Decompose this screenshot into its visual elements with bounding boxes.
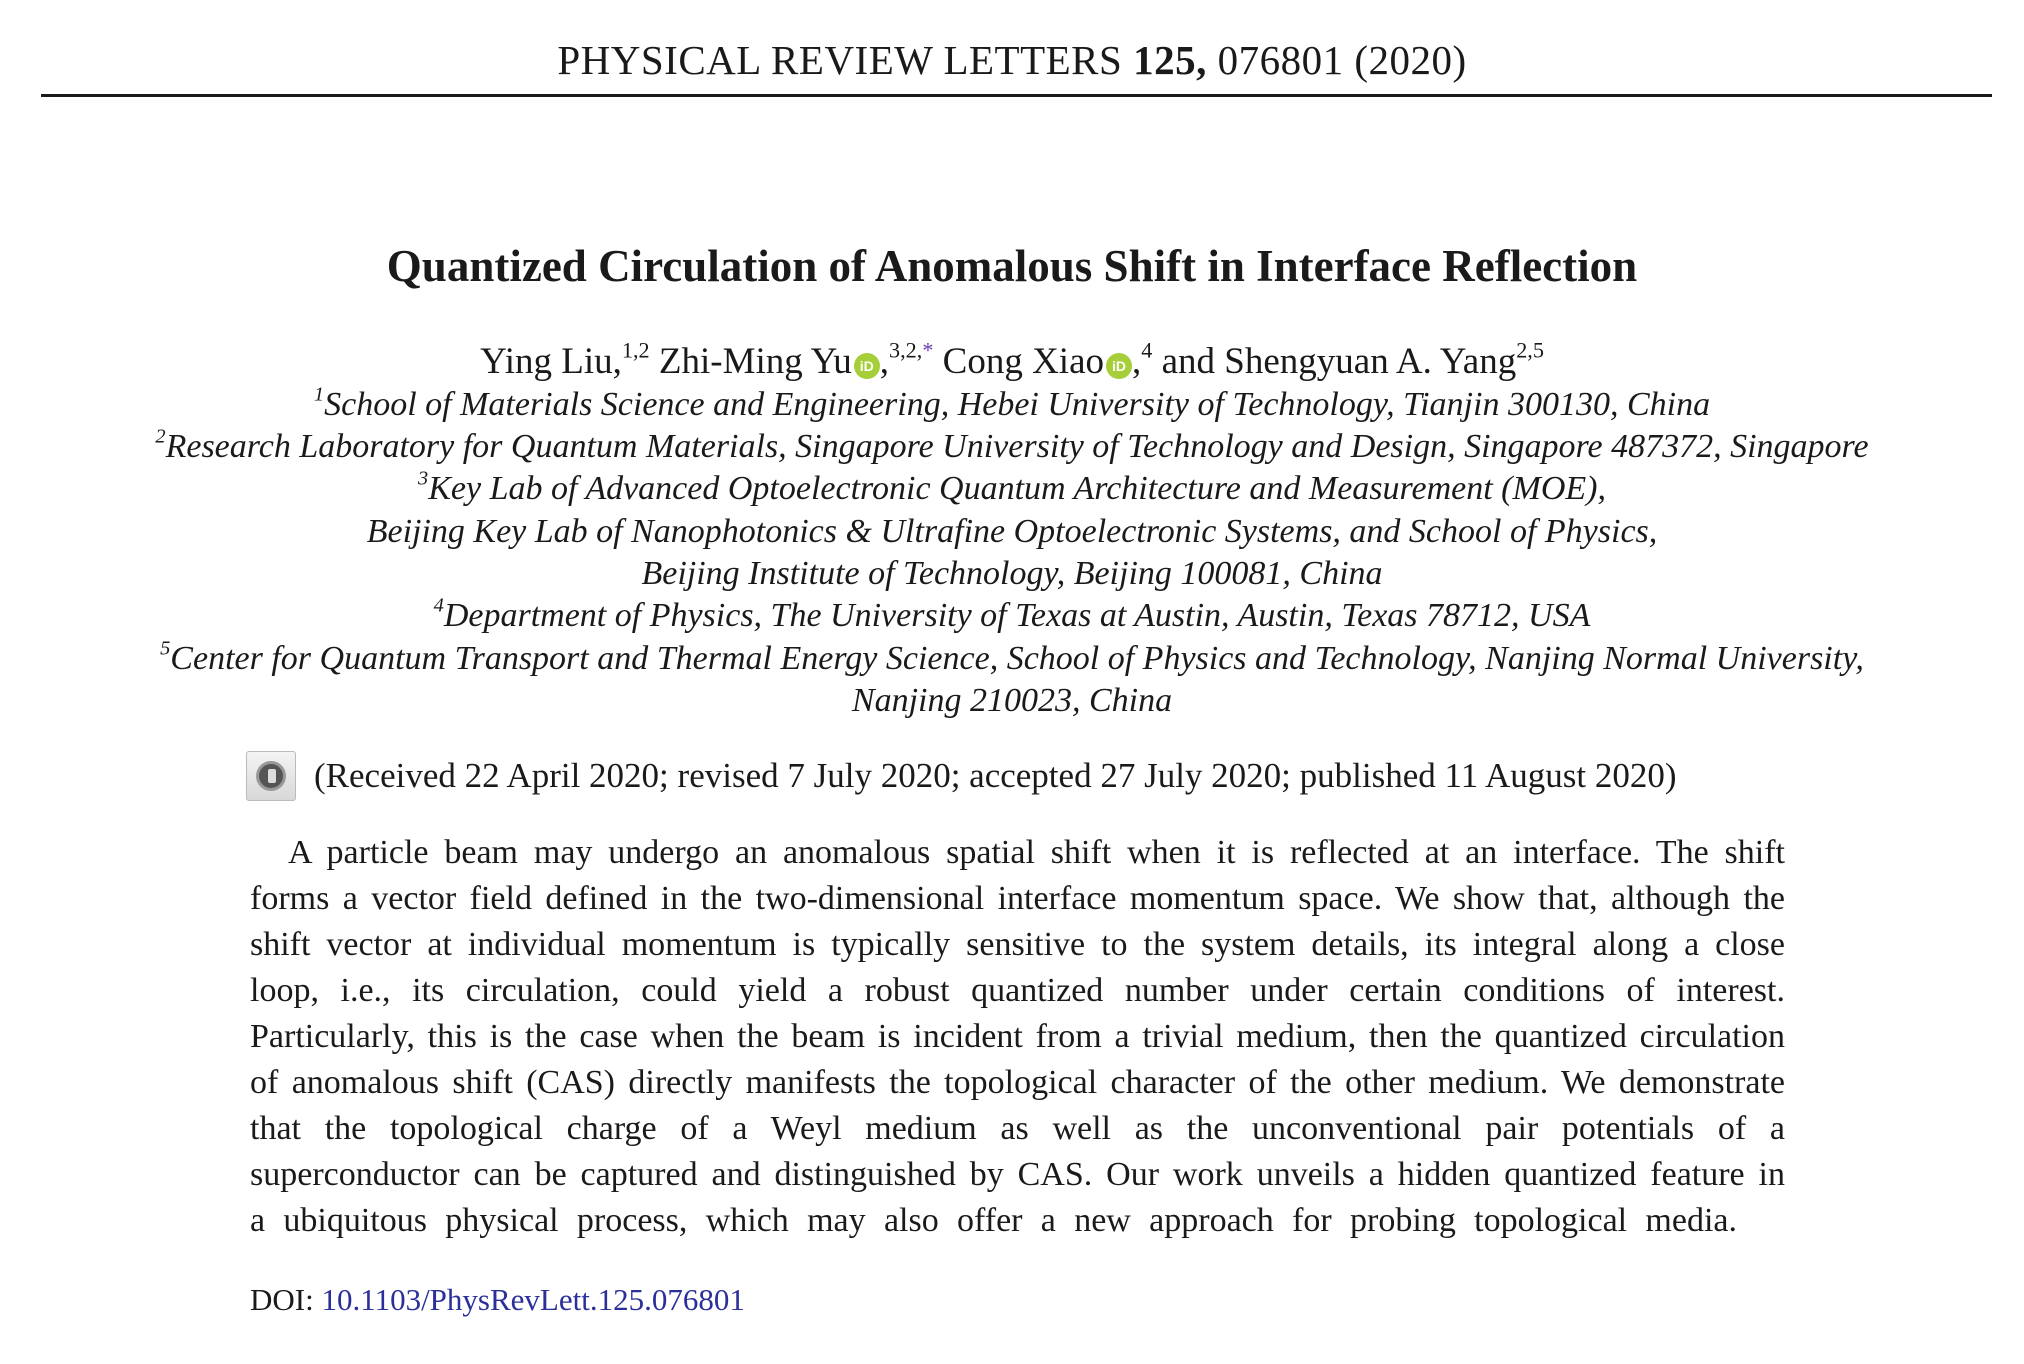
journal-name: PHYSICAL REVIEW LETTERS (557, 37, 1123, 83)
abstract-line: that the topological charge of a Weyl me… (250, 1110, 1785, 1147)
article-number: 076801 (2020) (1217, 37, 1467, 83)
journal-header: PHYSICAL REVIEW LETTERS 125, 076801 (202… (0, 36, 2024, 84)
abstract-line: A particle beam may undergo an anomalous… (288, 834, 1785, 871)
doi-row: DOI: 10.1103/PhysRevLett.125.076801 (250, 1282, 745, 1318)
doi-link[interactable]: 10.1103/PhysRevLett.125.076801 (321, 1282, 745, 1317)
abstract-line: superconductor can be captured and disti… (250, 1156, 1785, 1193)
orcid-icon[interactable]: iD (853, 353, 880, 379)
affiliation-text: Key Lab of Advanced Optoelectronic Quant… (428, 470, 1606, 507)
abstract-line: a ubiquitous physical process, which may… (250, 1202, 1737, 1239)
crossmark-icon[interactable] (246, 751, 296, 801)
publication-history: (Received 22 April 2020; revised 7 July … (246, 750, 1677, 802)
received-dates: (Received 22 April 2020; revised 7 July … (314, 756, 1677, 795)
affiliation: Beijing Institute of Technology, Beijing… (0, 555, 2024, 593)
abstract-line: loop, i.e., its circulation, could yield… (250, 972, 1785, 1009)
affiliation: 4Department of Physics, The University o… (0, 594, 2024, 635)
affiliation-text: Beijing Key Lab of Nanophotonics & Ultra… (366, 513, 1658, 550)
author-name[interactable]: and Shengyuan A. Yang (1161, 341, 1517, 382)
affiliation: 1School of Materials Science and Enginee… (0, 383, 2024, 424)
abstract-line: shift vector at individual momentum is t… (250, 926, 1785, 963)
affiliation-sup: 2 (155, 425, 166, 448)
affiliation-sup: 1 (313, 383, 325, 406)
affiliation-text: Center for Quantum Transport and Thermal… (170, 640, 1864, 677)
abstract-line: forms a vector field defined in the two-… (250, 880, 1785, 917)
affiliation-sup: 4 (433, 594, 444, 617)
affiliation-text: School of Materials Science and Engineer… (324, 386, 1711, 423)
affiliation: Nanjing 210023, China (0, 682, 2024, 720)
affiliation-text: Nanjing 210023, China (851, 682, 1173, 719)
author-name[interactable]: Cong Xiao (942, 341, 1105, 382)
affiliation-sup: 5 (160, 637, 171, 660)
doi-label: DOI: (250, 1282, 314, 1317)
affiliation: 3Key Lab of Advanced Optoelectronic Quan… (0, 467, 2024, 508)
author-list: Ying Liu,1,2 Zhi-Ming Yu iD ,3,2,* Cong Xi… (480, 337, 1544, 382)
author-name[interactable]: Ying Liu, (480, 341, 622, 382)
abstract-line: of anomalous shift (CAS) directly manife… (250, 1064, 1785, 1101)
paper-title: Quantized Circulation of Anomalous Shift… (386, 241, 1638, 291)
affiliation-sup: 3 (418, 467, 429, 490)
affiliation-text: Research Laboratory for Quantum Material… (165, 428, 1869, 465)
author-affiliation-sup: 2,5 (1516, 337, 1544, 363)
author-affiliation-sup: 1,2 (621, 337, 650, 363)
corresponding-author-link[interactable]: * (922, 337, 934, 363)
header-rule (41, 94, 1992, 97)
journal-volume: 125, (1133, 37, 1207, 83)
author-affiliation-sup: 4 (1141, 337, 1153, 363)
author-sup-text: 3,2, (889, 337, 923, 363)
affiliation: Beijing Key Lab of Nanophotonics & Ultra… (0, 513, 2024, 551)
affiliation: 5Center for Quantum Transport and Therma… (0, 637, 2024, 678)
author-affiliation-sup: 3,2,* (889, 337, 933, 362)
affiliation: 2Research Laboratory for Quantum Materia… (0, 425, 2024, 466)
author-name[interactable]: Zhi-Ming Yu (658, 341, 852, 382)
orcid-icon[interactable]: iD (1106, 353, 1133, 379)
abstract-line: Particularly, this is the case when the … (250, 1018, 1785, 1055)
affiliation-text: Beijing Institute of Technology, Beijing… (641, 555, 1383, 592)
affiliation-text: Department of Physics, The University of… (443, 597, 1591, 634)
